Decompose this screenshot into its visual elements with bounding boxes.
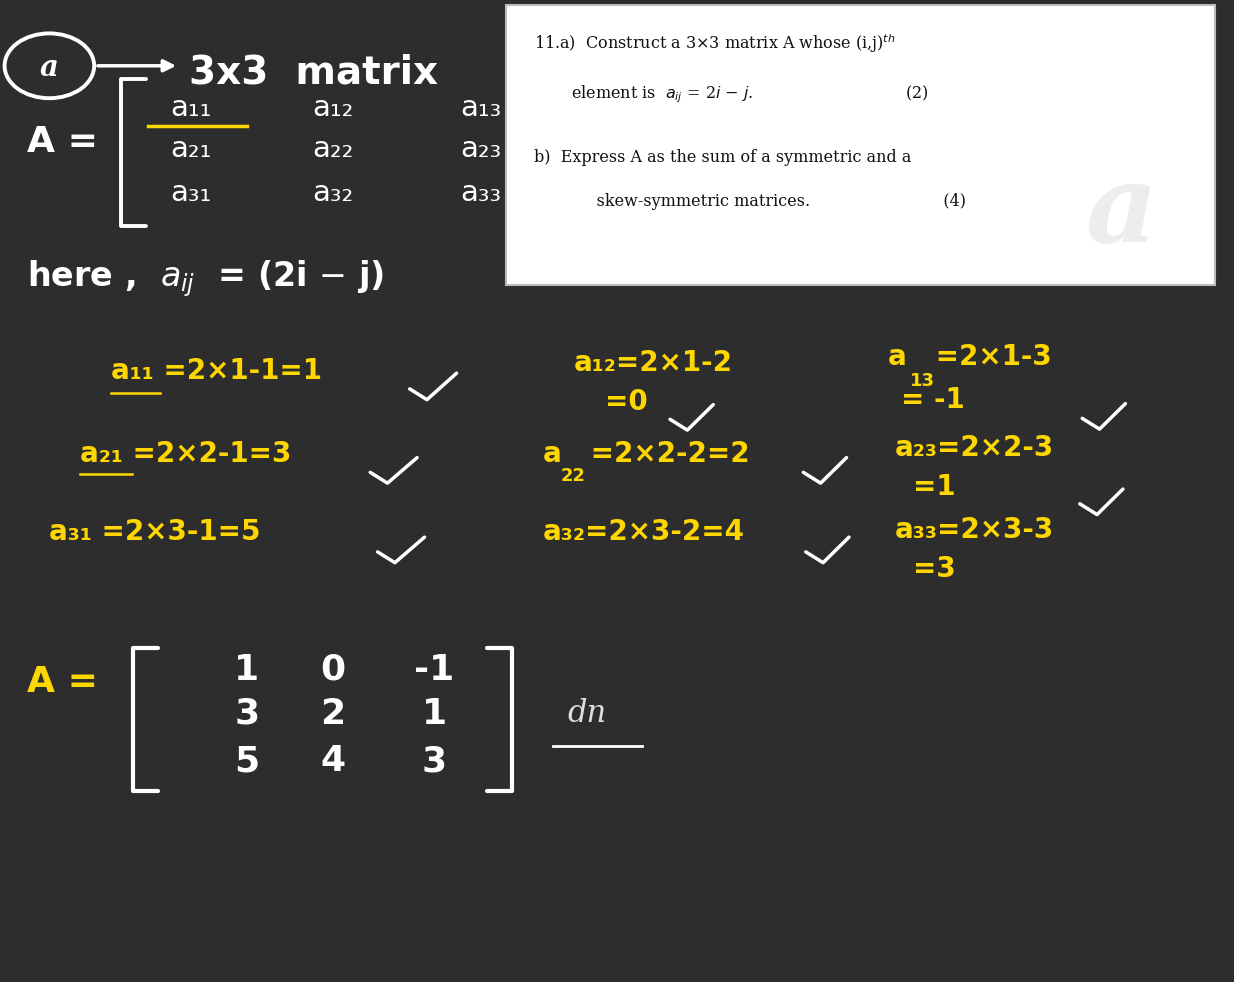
Text: a₁₁ =2×1-1=1: a₁₁ =2×1-1=1 <box>111 357 322 385</box>
Text: 22: 22 <box>560 467 585 485</box>
Text: a₂₁ =2×2-1=3: a₂₁ =2×2-1=3 <box>80 440 291 467</box>
Text: a₁₂=2×1-2: a₁₂=2×1-2 <box>574 350 733 377</box>
Text: b)  Express A as the sum of a symmetric and a: b) Express A as the sum of a symmetric a… <box>534 149 912 166</box>
Text: -1: -1 <box>415 653 454 686</box>
Text: a₁₃: a₁₃ <box>460 94 502 122</box>
Text: 4: 4 <box>321 744 346 778</box>
Text: 5: 5 <box>234 744 259 778</box>
Text: 1: 1 <box>234 653 259 686</box>
Text: a₃₃=2×3-3: a₃₃=2×3-3 <box>895 517 1054 544</box>
Text: a₂₃: a₂₃ <box>460 136 502 163</box>
Text: a₂₁: a₂₁ <box>170 136 212 163</box>
Text: =1: =1 <box>913 473 956 501</box>
Text: =0: =0 <box>605 389 648 416</box>
Text: a₃₂: a₃₂ <box>312 180 354 207</box>
Text: a₃₁: a₃₁ <box>170 180 212 207</box>
FancyBboxPatch shape <box>506 5 1215 285</box>
Text: a: a <box>39 53 59 82</box>
Text: 1: 1 <box>422 697 447 731</box>
Text: a   =2×2-2=2: a =2×2-2=2 <box>543 440 749 467</box>
Text: a   =2×1-3: a =2×1-3 <box>888 344 1053 371</box>
Text: 3: 3 <box>422 744 447 778</box>
Text: a₂₂: a₂₂ <box>312 136 354 163</box>
Text: skew-symmetric matrices.                          (4): skew-symmetric matrices. (4) <box>571 193 966 210</box>
Text: = -1: = -1 <box>901 386 965 413</box>
Text: 0: 0 <box>321 653 346 686</box>
Text: 3: 3 <box>234 697 259 731</box>
Text: a₂₃=2×2-3: a₂₃=2×2-3 <box>895 434 1054 462</box>
Text: 13: 13 <box>909 372 934 390</box>
Text: 3x3  matrix: 3x3 matrix <box>189 54 438 91</box>
Text: 11.a)  Construct a 3$\times$3 matrix A whose (i,j)$^{th}$: 11.a) Construct a 3$\times$3 matrix A wh… <box>534 32 896 55</box>
Text: a₁₂: a₁₂ <box>312 94 354 122</box>
Text: a₁₁: a₁₁ <box>170 94 212 122</box>
Text: A =: A = <box>27 126 99 159</box>
Text: a₃₃: a₃₃ <box>460 180 502 207</box>
Text: here ,  $a_{ij}$  = (2i $-$ j): here , $a_{ij}$ = (2i $-$ j) <box>27 258 384 300</box>
Text: =3: =3 <box>913 556 956 583</box>
Text: a₃₁ =2×3-1=5: a₃₁ =2×3-1=5 <box>49 518 260 546</box>
Text: a: a <box>1086 158 1157 265</box>
Text: a₃₂=2×3-2=4: a₃₂=2×3-2=4 <box>543 518 745 546</box>
Text: dn: dn <box>568 698 607 729</box>
Text: A =: A = <box>27 666 99 699</box>
Text: element is  $a_{ij}$ = 2$i$ $-$ $j$.                              (2): element is $a_{ij}$ = 2$i$ $-$ $j$. (2) <box>571 83 929 105</box>
Text: 2: 2 <box>321 697 346 731</box>
